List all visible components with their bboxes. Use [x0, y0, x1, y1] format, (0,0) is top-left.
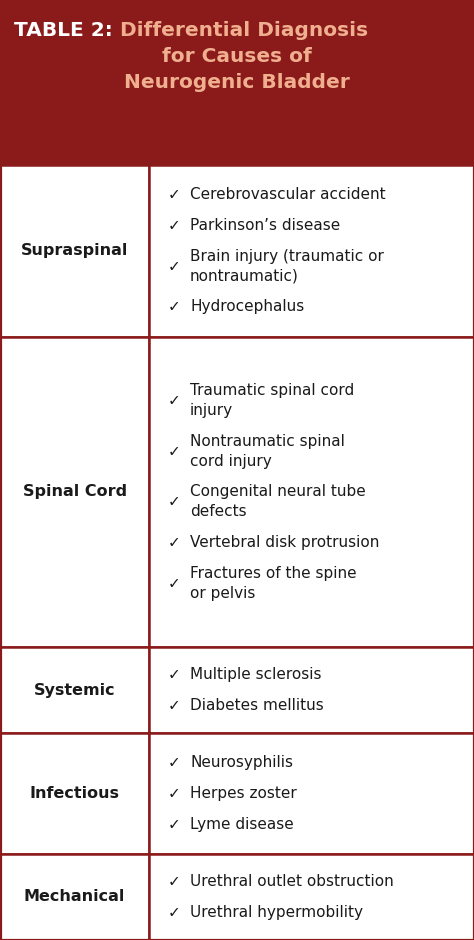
Text: Diabetes mellitus: Diabetes mellitus: [190, 698, 324, 713]
Text: ✓: ✓: [167, 698, 180, 713]
Text: ✓: ✓: [167, 299, 180, 314]
Text: ✓: ✓: [167, 905, 180, 920]
Text: Congenital neural tube: Congenital neural tube: [190, 484, 366, 499]
Text: ✓: ✓: [167, 187, 180, 202]
Text: ✓: ✓: [167, 393, 180, 408]
Text: ✓: ✓: [167, 667, 180, 682]
Text: ✓: ✓: [167, 874, 180, 889]
Text: Infectious: Infectious: [30, 786, 119, 801]
Text: ✓: ✓: [167, 817, 180, 832]
Text: ✓: ✓: [167, 755, 180, 770]
Text: Multiple sclerosis: Multiple sclerosis: [190, 667, 321, 682]
Text: Mechanical: Mechanical: [24, 889, 125, 904]
Text: Fractures of the spine: Fractures of the spine: [190, 566, 357, 581]
Text: TABLE 2:: TABLE 2:: [14, 22, 113, 40]
Text: nontraumatic): nontraumatic): [190, 269, 299, 284]
Text: ✓: ✓: [167, 494, 180, 509]
Text: Supraspinal: Supraspinal: [21, 243, 128, 258]
Text: Parkinson’s disease: Parkinson’s disease: [190, 218, 340, 233]
Text: Cerebrovascular accident: Cerebrovascular accident: [190, 187, 386, 202]
Bar: [0, 337, 149, 647]
Text: injury: injury: [190, 403, 233, 418]
Text: ✓: ✓: [167, 218, 180, 233]
Bar: [0, 647, 149, 733]
Bar: [149, 733, 474, 854]
Text: Neurosyphilis: Neurosyphilis: [190, 755, 293, 770]
Bar: [0, 164, 149, 337]
Text: Urethral hypermobility: Urethral hypermobility: [190, 905, 363, 920]
Text: Traumatic spinal cord: Traumatic spinal cord: [190, 384, 355, 399]
Text: ✓: ✓: [167, 576, 180, 591]
Text: Systemic: Systemic: [34, 682, 116, 697]
Text: Vertebral disk protrusion: Vertebral disk protrusion: [190, 535, 380, 550]
Text: Nontraumatic spinal: Nontraumatic spinal: [190, 433, 345, 448]
Text: ✓: ✓: [167, 444, 180, 459]
Text: cord injury: cord injury: [190, 454, 272, 469]
Bar: [149, 647, 474, 733]
Text: Urethral outlet obstruction: Urethral outlet obstruction: [190, 874, 394, 889]
Text: Differential Diagnosis
for Causes of
Neurogenic Bladder: Differential Diagnosis for Causes of Neu…: [106, 22, 368, 92]
Text: Brain injury (traumatic or: Brain injury (traumatic or: [190, 248, 384, 263]
Text: ✓: ✓: [167, 786, 180, 801]
Bar: [149, 164, 474, 337]
Bar: [149, 337, 474, 647]
Bar: [149, 854, 474, 940]
Text: Herpes zoster: Herpes zoster: [190, 786, 297, 801]
Text: ✓: ✓: [167, 535, 180, 550]
Text: Lyme disease: Lyme disease: [190, 817, 294, 832]
Bar: [0, 854, 149, 940]
Text: or pelvis: or pelvis: [190, 586, 255, 601]
Text: ✓: ✓: [167, 258, 180, 274]
Text: defects: defects: [190, 504, 246, 519]
Bar: [0, 733, 149, 854]
Text: Spinal Cord: Spinal Cord: [23, 484, 127, 499]
Text: Hydrocephalus: Hydrocephalus: [190, 299, 304, 314]
Bar: [0, 0, 474, 164]
